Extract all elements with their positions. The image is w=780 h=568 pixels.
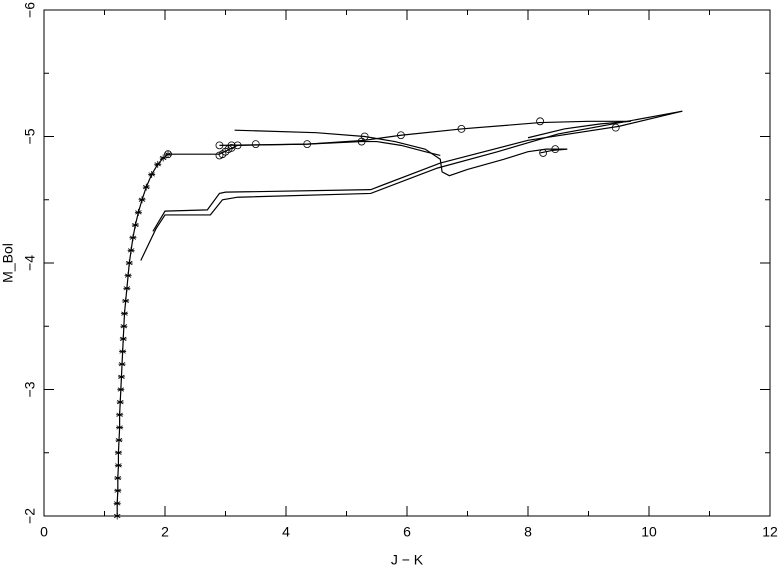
star-marker: [120, 310, 128, 318]
star-marker: [116, 411, 124, 419]
star-marker: [129, 234, 137, 242]
y-axis-label: M_Bol: [0, 243, 16, 283]
circle-marker: [611, 123, 620, 132]
star-marker: [114, 461, 122, 469]
circle-marker: [215, 141, 224, 150]
star-marker: [131, 221, 139, 229]
circle-marker: [536, 117, 544, 126]
star-marker: [117, 386, 125, 393]
y-tick-label: −3: [22, 381, 38, 397]
plot-frame: [43, 9, 771, 517]
star-marker: [148, 170, 156, 178]
star-marker: [134, 208, 142, 216]
star-marker: [117, 373, 125, 381]
track-line: [140, 110, 683, 261]
track-line: [234, 129, 568, 177]
track-line: [219, 120, 631, 146]
circle-marker: [457, 125, 466, 133]
y-tick-label: −6: [22, 2, 38, 18]
circle-marker: [303, 140, 312, 148]
star-marker: [119, 335, 127, 343]
star-marker: [114, 474, 122, 482]
track-line: [116, 153, 169, 516]
x-tick-label: 2: [161, 524, 169, 540]
star-marker: [127, 246, 135, 254]
star-marker: [125, 259, 133, 267]
circle-marker: [539, 149, 548, 157]
circle-marker: [233, 141, 242, 150]
circle-marker: [551, 145, 560, 154]
star-marker: [123, 284, 131, 292]
y-tick-label: −2: [22, 508, 38, 524]
star-marker: [138, 196, 146, 204]
star-marker: [113, 499, 121, 507]
star-marker: [142, 183, 150, 191]
circle-marker: [164, 150, 172, 159]
circle-marker: [251, 140, 260, 148]
y-tick-label: −4: [22, 255, 38, 271]
star-marker: [116, 423, 124, 431]
star-marker: [118, 360, 126, 368]
star-marker: [114, 487, 122, 495]
star-marker: [119, 348, 127, 356]
star-marker: [120, 322, 128, 330]
circle-marker: [227, 141, 236, 150]
x-axis-label: J − K: [391, 552, 424, 568]
x-tick-label: 6: [403, 524, 411, 540]
y-tick-label: −5: [22, 128, 38, 144]
star-marker: [113, 512, 121, 520]
star-marker: [115, 436, 123, 444]
x-tick-label: 12: [762, 524, 778, 540]
star-marker: [116, 398, 124, 406]
star-marker: [122, 297, 130, 305]
track-line: [152, 110, 683, 232]
star-marker: [114, 449, 122, 457]
star-marker: [159, 154, 167, 162]
star-marker: [154, 160, 162, 168]
star-marker: [124, 272, 132, 280]
x-tick-label: 0: [40, 524, 48, 540]
x-tick-label: 4: [282, 524, 290, 540]
x-tick-label: 10: [641, 524, 657, 540]
x-tick-label: 8: [524, 524, 532, 540]
circle-marker: [397, 131, 405, 140]
circle-marker: [360, 132, 369, 141]
